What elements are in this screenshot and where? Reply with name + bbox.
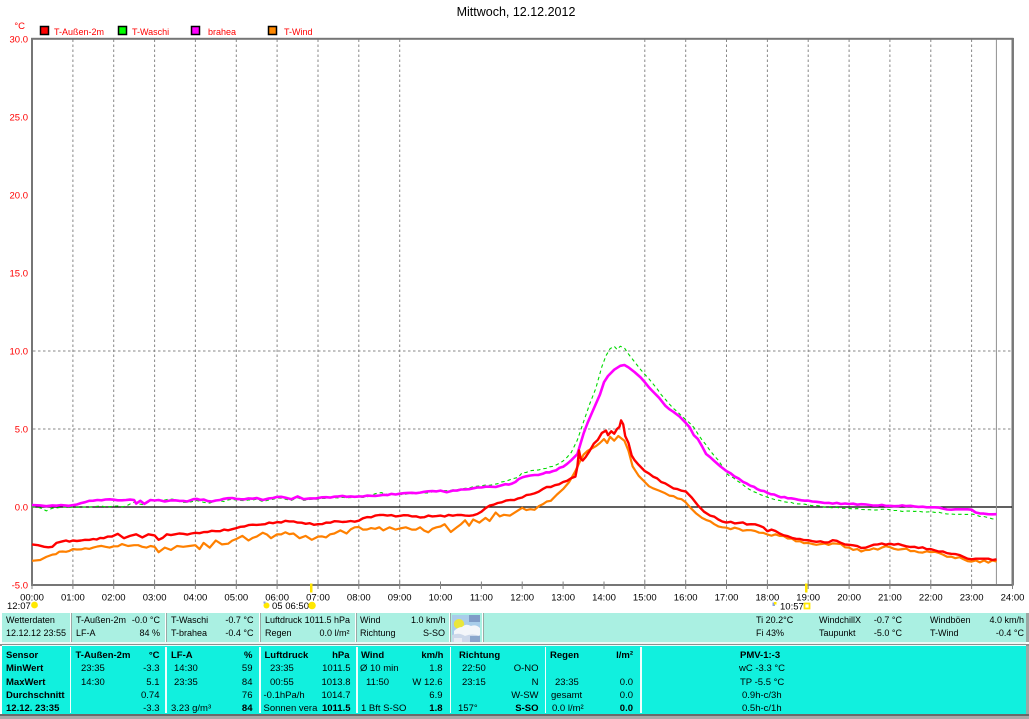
svg-text:23:00: 23:00 [960,593,984,604]
svg-text:24:00: 24:00 [1001,593,1025,604]
svg-text:°C: °C [14,21,25,32]
svg-text:13:00: 13:00 [551,593,575,604]
svg-text:08:00: 08:00 [347,593,371,604]
svg-text:12:00: 12:00 [510,593,534,604]
svg-text:10:00: 10:00 [429,593,453,604]
svg-text:21:00: 21:00 [878,593,902,604]
svg-text:05 06:50: 05 06:50 [272,601,309,612]
svg-text:04:00: 04:00 [184,593,208,604]
svg-text:14:00: 14:00 [592,593,616,604]
svg-text:0.0: 0.0 [15,503,28,514]
svg-text:03:00: 03:00 [143,593,167,604]
svg-text:12:07: 12:07 [7,601,31,612]
svg-text:19:00: 19:00 [796,593,820,604]
svg-text:00:00: 00:00 [20,593,44,604]
svg-text:Mittwoch, 12.12.2012: Mittwoch, 12.12.2012 [457,5,576,19]
svg-text:T-Waschi: T-Waschi [132,27,169,37]
svg-text:10.0: 10.0 [10,347,29,358]
svg-text:02:00: 02:00 [102,593,126,604]
svg-text:06:00: 06:00 [265,593,289,604]
svg-text:20:00: 20:00 [837,593,861,604]
svg-text:05:00: 05:00 [224,593,248,604]
svg-text:15.0: 15.0 [10,269,29,280]
svg-text:brahea: brahea [208,27,236,37]
svg-text:5.0: 5.0 [15,425,28,436]
svg-text:09:00: 09:00 [388,593,412,604]
svg-text:17:00: 17:00 [715,593,739,604]
svg-text:25.0: 25.0 [10,113,29,124]
svg-text:01:00: 01:00 [61,593,85,604]
svg-text:T-Wind: T-Wind [284,27,313,37]
svg-text:22:00: 22:00 [919,593,943,604]
svg-text:07:00: 07:00 [306,593,330,604]
svg-text:30.0: 30.0 [10,35,29,46]
svg-text:10:57: 10:57 [780,602,804,613]
svg-text:16:00: 16:00 [674,593,698,604]
svg-text:18:00: 18:00 [756,593,780,604]
svg-text:11:00: 11:00 [470,593,493,604]
svg-text:T-Außen-2m: T-Außen-2m [54,27,104,37]
svg-text:15:00: 15:00 [633,593,657,604]
svg-text:20.0: 20.0 [10,191,29,202]
svg-text:-5.0: -5.0 [12,581,28,592]
